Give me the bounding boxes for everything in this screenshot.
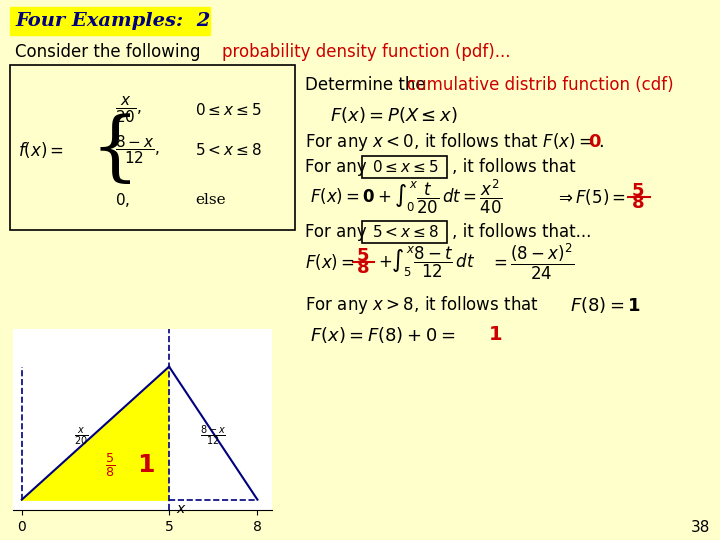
Text: $f(x) =$: $f(x) =$ — [18, 140, 64, 160]
FancyBboxPatch shape — [10, 7, 210, 35]
Text: , it follows that...: , it follows that... — [452, 223, 591, 241]
Text: $F(x) = $: $F(x) = $ — [305, 252, 355, 272]
Text: $\mathbf{8}$: $\mathbf{8}$ — [631, 194, 644, 212]
Text: For any $x > 8$, it follows that: For any $x > 8$, it follows that — [305, 294, 539, 316]
Text: $\dfrac{8-x}{12},$: $\dfrac{8-x}{12},$ — [115, 133, 160, 166]
Text: $0 \leq x \leq 5$: $0 \leq x \leq 5$ — [372, 159, 438, 175]
Text: $= \dfrac{(8-x)^2}{24}$: $= \dfrac{(8-x)^2}{24}$ — [490, 242, 575, 282]
Text: Four Examples:  2: Four Examples: 2 — [15, 12, 210, 30]
Text: $\dfrac{x}{20},$: $\dfrac{x}{20},$ — [115, 95, 142, 125]
Text: , it follows that: , it follows that — [452, 158, 575, 176]
Text: For any: For any — [305, 223, 372, 241]
Text: $\frac{x}{20}$: $\frac{x}{20}$ — [73, 425, 88, 447]
Text: $0,$: $0,$ — [115, 191, 130, 209]
Text: $\frac{8-x}{12}$: $\frac{8-x}{12}$ — [200, 424, 226, 448]
Text: x: x — [176, 502, 185, 516]
Text: $\mathbf{8}$: $\mathbf{8}$ — [356, 259, 370, 277]
Text: $F(x) = P(X \leq x)$: $F(x) = P(X \leq x)$ — [330, 105, 457, 125]
Text: $+ \int_5^x \dfrac{8-t}{12}\,dt$: $+ \int_5^x \dfrac{8-t}{12}\,dt$ — [378, 244, 475, 280]
Text: $5 < x \leq 8$: $5 < x \leq 8$ — [372, 224, 438, 240]
Text: $\Rightarrow F(5) = $: $\Rightarrow F(5) = $ — [555, 187, 626, 207]
Text: 38: 38 — [690, 521, 710, 536]
Text: $0 \leq x \leq 5$: $0 \leq x \leq 5$ — [195, 102, 261, 118]
Text: $\mathbf{5}$: $\mathbf{5}$ — [356, 247, 369, 265]
Text: For any $x < 0$, it follows that $F(x) = $: For any $x < 0$, it follows that $F(x) =… — [305, 131, 593, 153]
Text: probability density function (pdf)...: probability density function (pdf)... — [222, 43, 510, 61]
Text: $5 < x \leq 8$: $5 < x \leq 8$ — [195, 142, 262, 158]
Text: $\frac{5}{8}$: $\frac{5}{8}$ — [105, 451, 115, 479]
Text: $F(x) = \mathbf{0} + \int_0^x \dfrac{t}{20}\,dt = \dfrac{x^2}{40}$: $F(x) = \mathbf{0} + \int_0^x \dfrac{t}{… — [310, 178, 503, 216]
Text: {: { — [90, 113, 138, 187]
Bar — [362, 221, 447, 243]
Text: .: . — [598, 133, 604, 151]
Bar — [10, 65, 295, 230]
Bar — [362, 156, 447, 178]
Text: $\mathbf{5}$: $\mathbf{5}$ — [631, 182, 644, 200]
Text: cumulative distrib function (cdf): cumulative distrib function (cdf) — [407, 76, 674, 94]
Text: Determine the: Determine the — [305, 76, 431, 94]
Text: $\mathbf{1}$: $\mathbf{1}$ — [488, 326, 503, 344]
Text: else: else — [195, 193, 225, 207]
Text: $F(x) = F(8) + 0 = $: $F(x) = F(8) + 0 = $ — [310, 325, 455, 345]
Text: $\mathbf{0}$: $\mathbf{0}$ — [588, 133, 602, 151]
Text: For any: For any — [305, 158, 372, 176]
Text: $F(8) = \mathbf{1}$: $F(8) = \mathbf{1}$ — [570, 295, 642, 315]
Text: Consider the following: Consider the following — [15, 43, 206, 61]
Text: $\mathbf{1}$: $\mathbf{1}$ — [137, 453, 154, 477]
